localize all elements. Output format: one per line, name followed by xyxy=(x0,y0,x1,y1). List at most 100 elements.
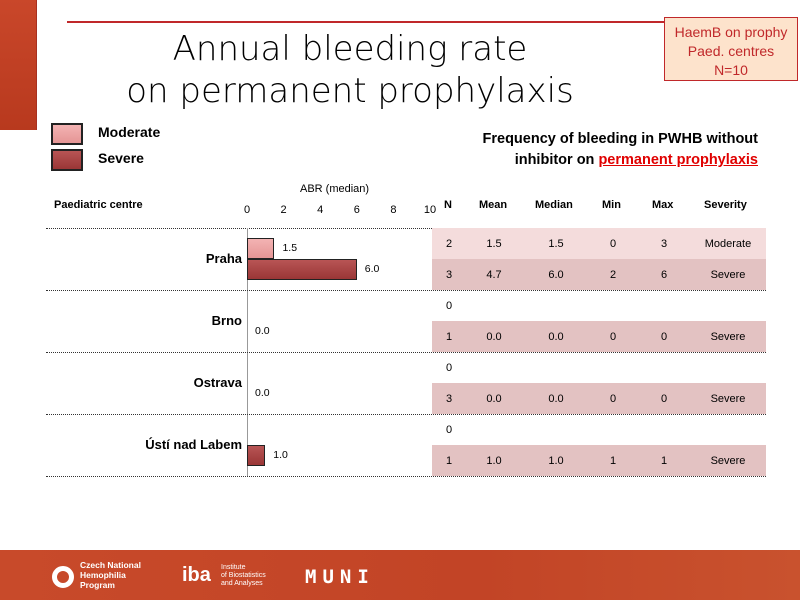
cell-median: 0.0 xyxy=(548,331,564,343)
bar-severe xyxy=(247,445,266,466)
category-label: Ústí nad Labem xyxy=(145,437,242,452)
data-label: 1.5 xyxy=(282,242,298,254)
category-label: Brno xyxy=(211,313,242,328)
header-mean: Mean xyxy=(479,199,508,211)
table-row xyxy=(432,414,766,445)
x-tick-label: 8 xyxy=(390,204,397,216)
muni-logo: MUNI xyxy=(305,566,375,588)
side-accent-bar xyxy=(0,0,37,130)
cell-N: 0 xyxy=(445,300,453,312)
cell-severity: Severe xyxy=(710,393,746,405)
data-label: 0.0 xyxy=(255,325,270,337)
row-divider xyxy=(46,414,766,415)
table-row xyxy=(432,228,766,259)
legend-label-moderate: Moderate xyxy=(98,124,161,140)
logo-text: Program xyxy=(80,580,115,590)
cell-severity: Moderate xyxy=(704,238,752,250)
cell-severity: Severe xyxy=(710,455,746,467)
page-title: Annual bleeding rate on permanent prophyl… xyxy=(100,28,600,112)
cell-min: 2 xyxy=(609,269,617,281)
row-divider xyxy=(46,352,766,353)
cell-max: 0 xyxy=(660,393,668,405)
cell-mean: 1.5 xyxy=(486,238,502,250)
cell-severity: Severe xyxy=(710,331,746,343)
logo-text: Hemophilia xyxy=(80,570,126,580)
cell-max: 6 xyxy=(660,269,668,281)
bar-severe xyxy=(247,259,357,280)
badge-line: Paed. centres xyxy=(687,43,775,59)
iba-logo-mark: iba xyxy=(182,564,211,586)
row-divider xyxy=(46,476,766,477)
cell-N: 0 xyxy=(445,424,453,436)
caption-line-1: Frequency of bleeding in PWHB without xyxy=(482,131,759,147)
table-row xyxy=(432,352,766,383)
logo-text: of Biostatistics xyxy=(221,572,266,579)
cell-max: 1 xyxy=(660,455,668,467)
x-tick-label: 6 xyxy=(353,204,360,216)
row-divider xyxy=(46,228,766,229)
cell-N: 0 xyxy=(445,362,453,374)
cell-severity: Severe xyxy=(710,269,746,281)
badge-line: N=10 xyxy=(714,62,748,78)
header-n: N xyxy=(444,199,452,211)
cnhp-logo-text: Czech National Hemophilia Program xyxy=(80,560,141,590)
info-badge: HaemB on prophy Paed. centres N=10 xyxy=(664,17,798,81)
header-centre: Paediatric centre xyxy=(54,199,143,211)
table-row xyxy=(432,259,766,290)
cell-max: 0 xyxy=(660,331,668,343)
header-min: Min xyxy=(602,199,621,211)
table-caption: Frequency of bleeding in PWHB without inh… xyxy=(440,129,759,171)
legend-swatch-severe xyxy=(51,149,83,171)
logo-text: Czech National xyxy=(80,560,141,570)
cell-N: 1 xyxy=(445,455,453,467)
logo-text: Institute xyxy=(221,564,246,571)
cell-N: 1 xyxy=(445,331,453,343)
title-line-1: Annual bleeding rate xyxy=(172,29,528,69)
cell-max: 3 xyxy=(660,238,668,250)
cell-median: 1.0 xyxy=(548,455,564,467)
cell-min: 0 xyxy=(609,393,617,405)
title-rule xyxy=(67,21,667,23)
cell-N: 3 xyxy=(445,269,453,281)
header-severity: Severity xyxy=(704,199,747,211)
cell-mean: 1.0 xyxy=(486,455,502,467)
x-tick-label: 4 xyxy=(317,204,324,216)
data-label: 0.0 xyxy=(255,387,270,399)
header-max: Max xyxy=(652,199,674,211)
row-divider xyxy=(46,290,766,291)
cell-N: 3 xyxy=(445,393,453,405)
data-label: 1.0 xyxy=(273,449,288,461)
table-row xyxy=(432,383,766,414)
cell-mean: 0.0 xyxy=(486,393,502,405)
cell-min: 1 xyxy=(609,455,617,467)
footer-banner: Czech National Hemophilia Program iba Inst… xyxy=(0,550,800,600)
iba-logo-text: Institute of Biostatistics and Analyses xyxy=(221,564,266,588)
cell-min: 0 xyxy=(609,238,617,250)
title-line-2: on permanent prophylaxis xyxy=(126,71,574,111)
x-tick-label: 0 xyxy=(243,204,251,216)
x-axis-label: ABR (median) xyxy=(300,183,370,195)
caption-line-2: inhibitor on xyxy=(514,152,599,168)
cell-median: 6.0 xyxy=(548,269,564,281)
cell-mean: 4.7 xyxy=(486,269,502,281)
header-median: Median xyxy=(535,199,573,211)
cnhp-logo-icon xyxy=(52,566,74,588)
category-label: Praha xyxy=(205,251,242,266)
caption-highlight: permanent prophylaxis xyxy=(598,152,758,168)
cell-N: 2 xyxy=(445,238,453,250)
category-label: Ostrava xyxy=(193,375,242,390)
table-row xyxy=(432,290,766,321)
legend-swatch-moderate xyxy=(51,123,83,145)
cell-median: 1.5 xyxy=(548,238,564,250)
cell-min: 0 xyxy=(609,331,617,343)
legend-label-severe: Severe xyxy=(98,150,144,166)
bar-moderate xyxy=(247,238,275,259)
cell-median: 0.0 xyxy=(548,393,564,405)
table-row xyxy=(432,321,766,352)
logo-text: and Analyses xyxy=(221,580,263,587)
data-label: 6.0 xyxy=(364,263,380,275)
cell-mean: 0.0 xyxy=(486,331,502,343)
x-tick-label: 2 xyxy=(280,204,287,216)
x-tick-label: 10 xyxy=(423,204,437,216)
table-row xyxy=(432,445,766,476)
